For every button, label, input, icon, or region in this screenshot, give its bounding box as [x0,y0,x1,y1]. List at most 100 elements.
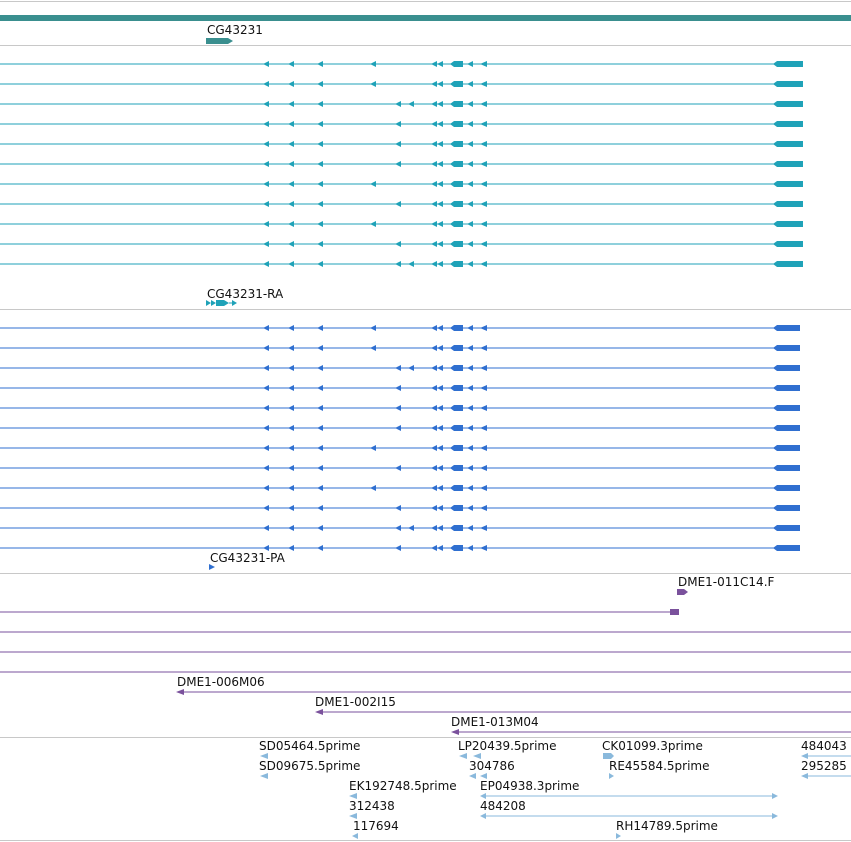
transcript-rows[interactable] [0,46,851,296]
protein-arrow-icon[interactable] [209,563,219,571]
est-label[interactable]: RH14789.5prime [616,819,718,833]
end-exon [773,181,803,187]
exon-arrow [288,161,294,167]
exon-arrow [317,525,323,531]
exon-arrow [370,485,376,491]
exon-arrow [370,181,376,187]
model-row [0,365,800,371]
transcript-arrows-icon[interactable] [206,299,238,307]
end-exon [773,201,803,207]
exon-arrow [370,325,376,331]
exon-arrow [263,121,269,127]
exon-arrow [317,325,323,331]
exon-arrow [317,545,323,551]
separator [0,737,851,738]
exon-arrow [288,545,294,551]
separator [0,45,851,46]
model-row [0,325,800,331]
exon-arrow [395,525,401,531]
exon-arrow [317,385,323,391]
exon-arrow [317,241,323,247]
est-label[interactable]: SD05464.5prime [259,739,361,753]
separator [0,840,851,841]
protein-label[interactable]: CG43231-PA [210,551,285,565]
exon-arrow [395,261,401,267]
est-label[interactable]: 295285 [801,759,847,773]
protein-rows[interactable] [0,310,851,560]
end-exon [773,101,803,107]
exon-arrow [288,445,294,451]
exon-arrow [263,485,269,491]
est-label[interactable]: EK192748.5prime [349,779,457,793]
est-label[interactable]: LP20439.5prime [458,739,557,753]
clone-label[interactable]: DME1-011C14.F [678,575,775,589]
exon-arrow [263,445,269,451]
est-label[interactable]: CK01099.3prime [602,739,703,753]
exon-arrow [288,365,294,371]
exon-arrow [263,525,269,531]
exon-arrow [288,505,294,511]
exon-arrow [288,241,294,247]
exon-arrow [395,365,401,371]
clone-label[interactable]: DME1-006M06 [177,675,265,689]
exon-arrow [263,241,269,247]
est-label[interactable]: 312438 [349,799,395,813]
gene-label[interactable]: CG43231 [207,23,263,37]
est-label[interactable]: 117694 [353,819,399,833]
exon-arrow [317,405,323,411]
model-row [0,181,803,187]
separator [0,1,851,2]
end-exon [773,425,800,431]
end-exon [773,345,800,351]
est-label[interactable]: EP04938.3prime [480,779,580,793]
exon-arrow [317,425,323,431]
model-row [0,465,800,471]
exon-arrow [263,405,269,411]
exon-arrow [263,365,269,371]
clone-label[interactable]: DME1-013M04 [451,715,539,729]
clone-glyph[interactable] [677,588,689,596]
exon-arrow [395,201,401,207]
exon-arrow [288,261,294,267]
clone-rows[interactable] [0,600,851,740]
exon-arrow [288,405,294,411]
exon-arrow [288,221,294,227]
est-label[interactable]: 304786 [469,759,515,773]
exon-arrow [370,81,376,87]
est-label[interactable]: 484208 [480,799,526,813]
exon-arrow [263,465,269,471]
exon-arrow [317,365,323,371]
exon-arrow [263,385,269,391]
est-label[interactable]: RE45584.5prime [609,759,710,773]
exon-arrow [263,201,269,207]
exon-arrow [317,505,323,511]
end-exon [773,81,803,87]
model-row [0,345,800,351]
gene-glyph-icon[interactable] [206,37,234,45]
exon-arrow [395,141,401,147]
end-exon [773,241,803,247]
exon-arrow [395,425,401,431]
model-row [0,61,803,67]
model-row [0,161,803,167]
est-label[interactable]: 484043 [801,739,847,753]
exon-arrow [317,465,323,471]
est-label[interactable]: SD09675.5prime [259,759,361,773]
end-exon [773,405,800,411]
exon-arrow [395,505,401,511]
model-row [0,525,800,531]
exon-arrow [263,161,269,167]
exon-arrow [370,345,376,351]
exon-arrow [370,221,376,227]
est-glyphs[interactable] [0,738,851,842]
exon-arrow [317,201,323,207]
exon-arrow [317,485,323,491]
transcript-label[interactable]: CG43231-RA [207,287,284,301]
exon-arrow [317,221,323,227]
end-exon [773,161,803,167]
clone-label[interactable]: DME1-002I15 [315,695,396,709]
end-exon [773,525,800,531]
exon-arrow [317,121,323,127]
exon-arrow [288,345,294,351]
